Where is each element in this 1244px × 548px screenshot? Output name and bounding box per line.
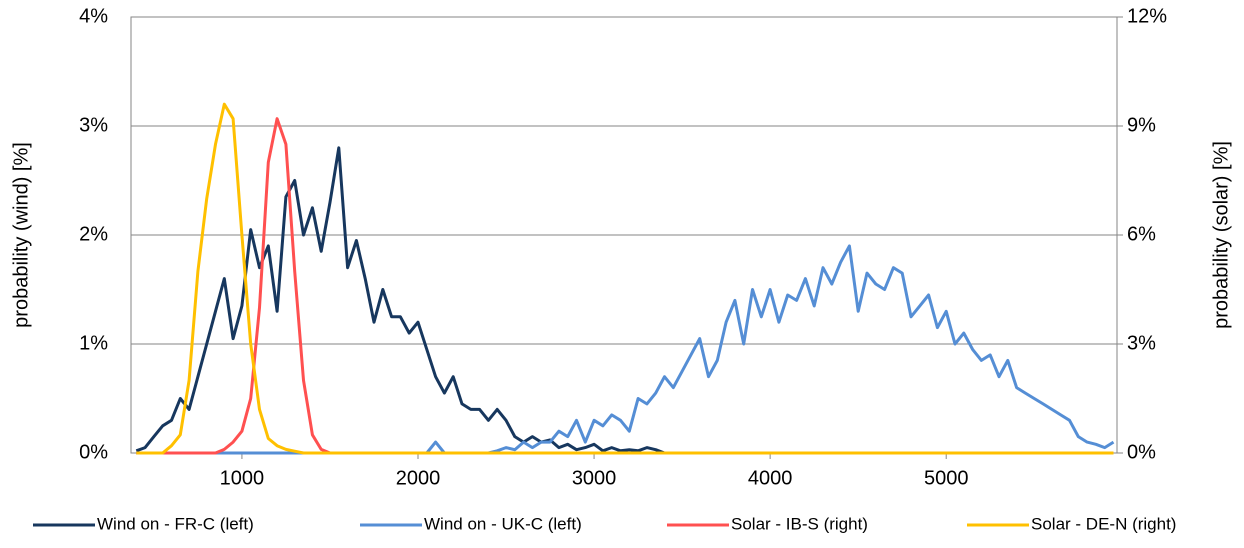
y-tick-label: 0% xyxy=(79,441,108,463)
x-tick-label: 2000 xyxy=(396,467,441,489)
series-line xyxy=(136,117,1114,455)
y-tick-label: 3% xyxy=(79,114,108,136)
series-line xyxy=(135,146,1114,455)
legend-label: Solar - IB-S (right) xyxy=(731,514,868,533)
y-tick-label: 4% xyxy=(79,5,108,27)
x-tick-label: 3000 xyxy=(572,467,617,489)
y2-tick-label: 9% xyxy=(1127,114,1156,136)
x-tick-label: 4000 xyxy=(748,467,793,489)
y2-axis-label: probability (solar) [%] xyxy=(1210,141,1232,329)
legend-label: Wind on - UK-C (left) xyxy=(424,514,582,533)
legend-label: Wind on - FR-C (left) xyxy=(97,514,254,533)
y2-tick-label: 3% xyxy=(1127,332,1156,354)
series-line xyxy=(136,102,1114,455)
x-tick-label: 5000 xyxy=(924,467,969,489)
y-axis-label: probability (wind) [%] xyxy=(10,142,32,328)
y-tick-label: 2% xyxy=(79,223,108,245)
x-tick-label: 1000 xyxy=(220,467,265,489)
legend-label: Solar - DE-N (right) xyxy=(1031,514,1176,533)
y2-tick-label: 12% xyxy=(1127,5,1167,27)
y2-tick-label: 6% xyxy=(1127,223,1156,245)
series-line xyxy=(136,244,1115,455)
y2-tick-label: 0% xyxy=(1127,441,1156,463)
y-tick-label: 1% xyxy=(79,332,108,354)
